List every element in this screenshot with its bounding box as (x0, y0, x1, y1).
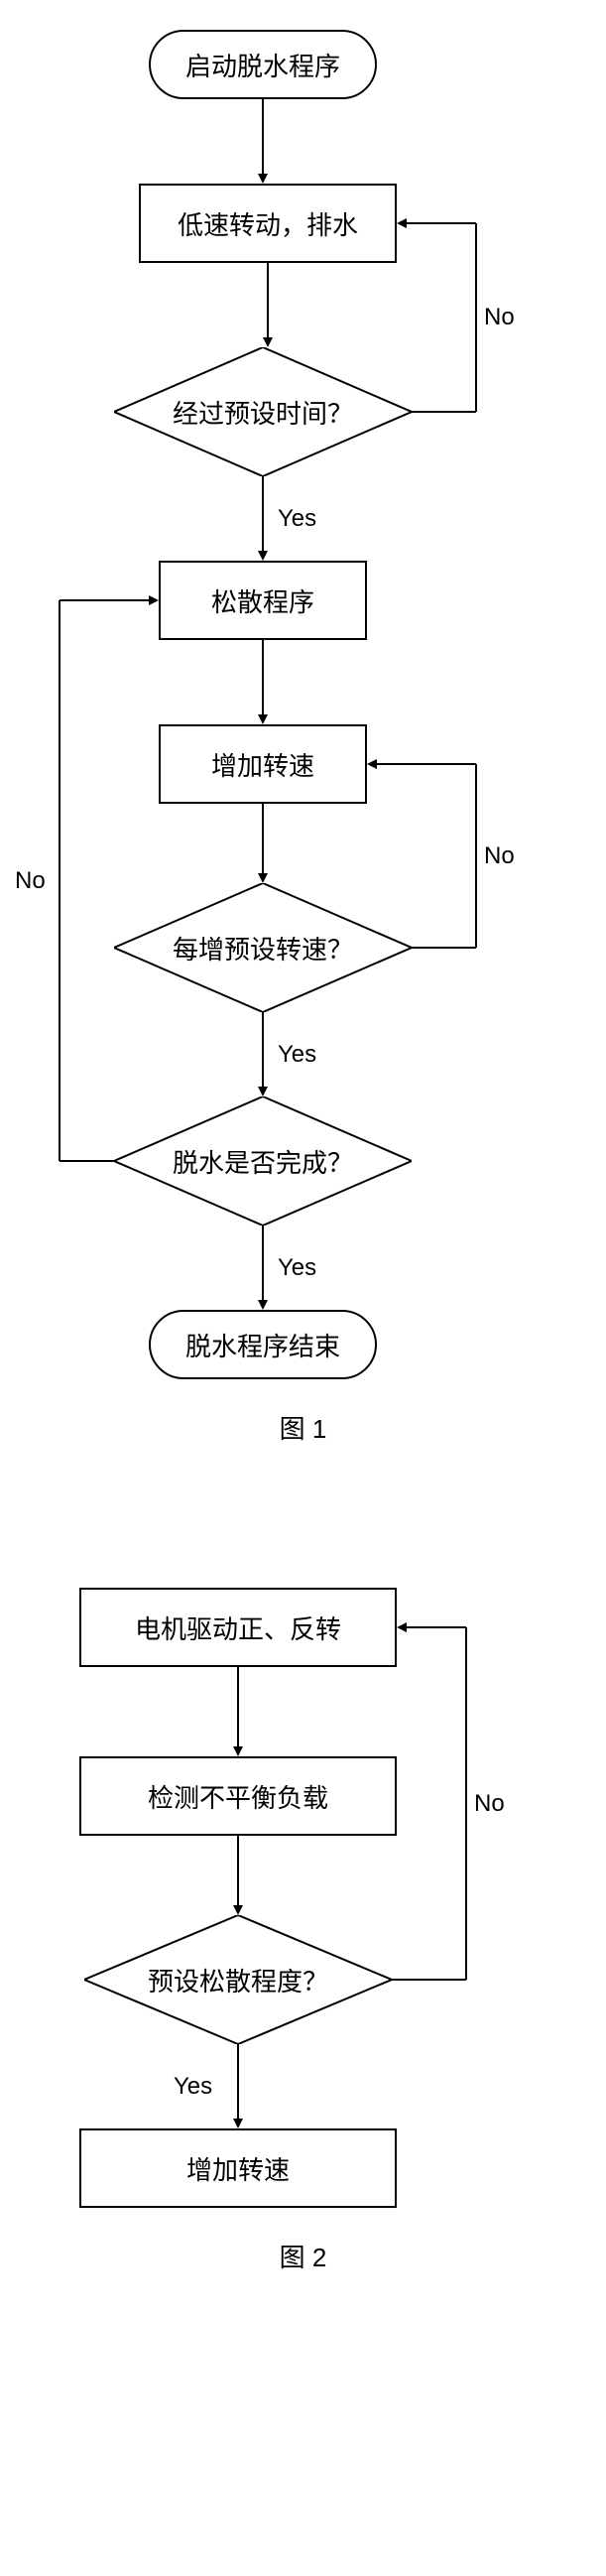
figure-caption: 图 2 (0, 2238, 606, 2274)
diamond-shape (114, 883, 412, 1012)
process-q2: 检测不平衡负载 (79, 1756, 397, 1836)
connector-h (392, 1979, 466, 1981)
process-p3: 增加转速 (159, 724, 367, 804)
decision-d3: 脱水是否完成？ (114, 1096, 412, 1225)
terminator-start: 启动脱水程序 (149, 30, 377, 99)
connector-v (237, 2044, 239, 2126)
process-q1: 电机驱动正、反转 (79, 1588, 397, 1667)
process-p1: 低速转动，排水 (139, 184, 397, 263)
connector-v (475, 223, 477, 412)
node-text: 增加转速 (211, 746, 314, 783)
arrowhead-down (258, 1300, 268, 1310)
diamond-shape (114, 347, 412, 476)
flowchart: 启动脱水程序低速转动，排水经过预设时间？ 松散程序增加转速每增预设转速？ 脱水是否完… (0, 0, 606, 1508)
flowchart: 电机驱动正、反转检测不平衡负载预设松散程度？ 增加转速 Yes No 图 2 (0, 1568, 606, 2560)
diamond-shape (84, 1915, 392, 2044)
node-text: 松散程序 (211, 582, 314, 619)
arrowhead-down (258, 174, 268, 184)
edge-label-no: No (484, 304, 515, 331)
connector-h (412, 411, 476, 413)
connector-h (60, 1160, 114, 1162)
connector-h (399, 1626, 466, 1628)
connector-v (262, 1012, 264, 1095)
edge-label-no: No (484, 842, 515, 870)
connector-v (237, 1667, 239, 1754)
node-text: 启动脱水程序 (185, 47, 340, 83)
decision-qd: 预设松散程度？ (84, 1915, 392, 2044)
edge-label-yes: Yes (278, 1041, 316, 1069)
process-q3: 增加转速 (79, 2128, 397, 2208)
node-text: 增加转速 (186, 2150, 290, 2187)
arrowhead-right (149, 595, 159, 605)
edge-label-no: No (15, 867, 46, 895)
connector-v (267, 263, 269, 345)
decision-d2: 每增预设转速？ (114, 883, 412, 1012)
connector-v (262, 640, 264, 722)
node-text: 电机驱动正、反转 (135, 1610, 341, 1646)
connector-h (60, 599, 157, 601)
connector-h (399, 222, 476, 224)
connector-v (262, 476, 264, 559)
connector-v (262, 99, 264, 182)
arrowhead-down (233, 1746, 243, 1756)
connector-v (59, 600, 61, 1161)
diamond-shape (114, 1096, 412, 1225)
arrowhead-down (258, 714, 268, 724)
node-text: 脱水程序结束 (185, 1327, 340, 1363)
edge-label-no: No (474, 1790, 505, 1818)
process-p2: 松散程序 (159, 561, 367, 640)
arrowhead-left (397, 218, 407, 228)
arrowhead-down (258, 1087, 268, 1096)
arrowhead-down (263, 337, 273, 347)
arrowhead-down (258, 551, 268, 561)
connector-v (465, 1627, 467, 1980)
node-text: 检测不平衡负载 (148, 1778, 328, 1815)
edge-label-yes: Yes (278, 505, 316, 533)
edge-label-yes: Yes (174, 2073, 212, 2101)
connector-h (369, 763, 476, 765)
figure-caption: 图 1 (0, 1409, 606, 1446)
connector-v (475, 764, 477, 948)
connector-v (262, 1225, 264, 1308)
connector-v (262, 804, 264, 881)
arrowhead-down (233, 2119, 243, 2128)
arrowhead-down (233, 1905, 243, 1915)
edge-label-yes: Yes (278, 1254, 316, 1282)
connector-h (412, 947, 476, 949)
decision-d1: 经过预设时间？ (114, 347, 412, 476)
arrowhead-left (397, 1622, 407, 1632)
terminator-end: 脱水程序结束 (149, 1310, 377, 1379)
arrowhead-left (367, 759, 377, 769)
connector-v (237, 1836, 239, 1913)
node-text: 低速转动，排水 (178, 205, 358, 242)
arrowhead-down (258, 873, 268, 883)
